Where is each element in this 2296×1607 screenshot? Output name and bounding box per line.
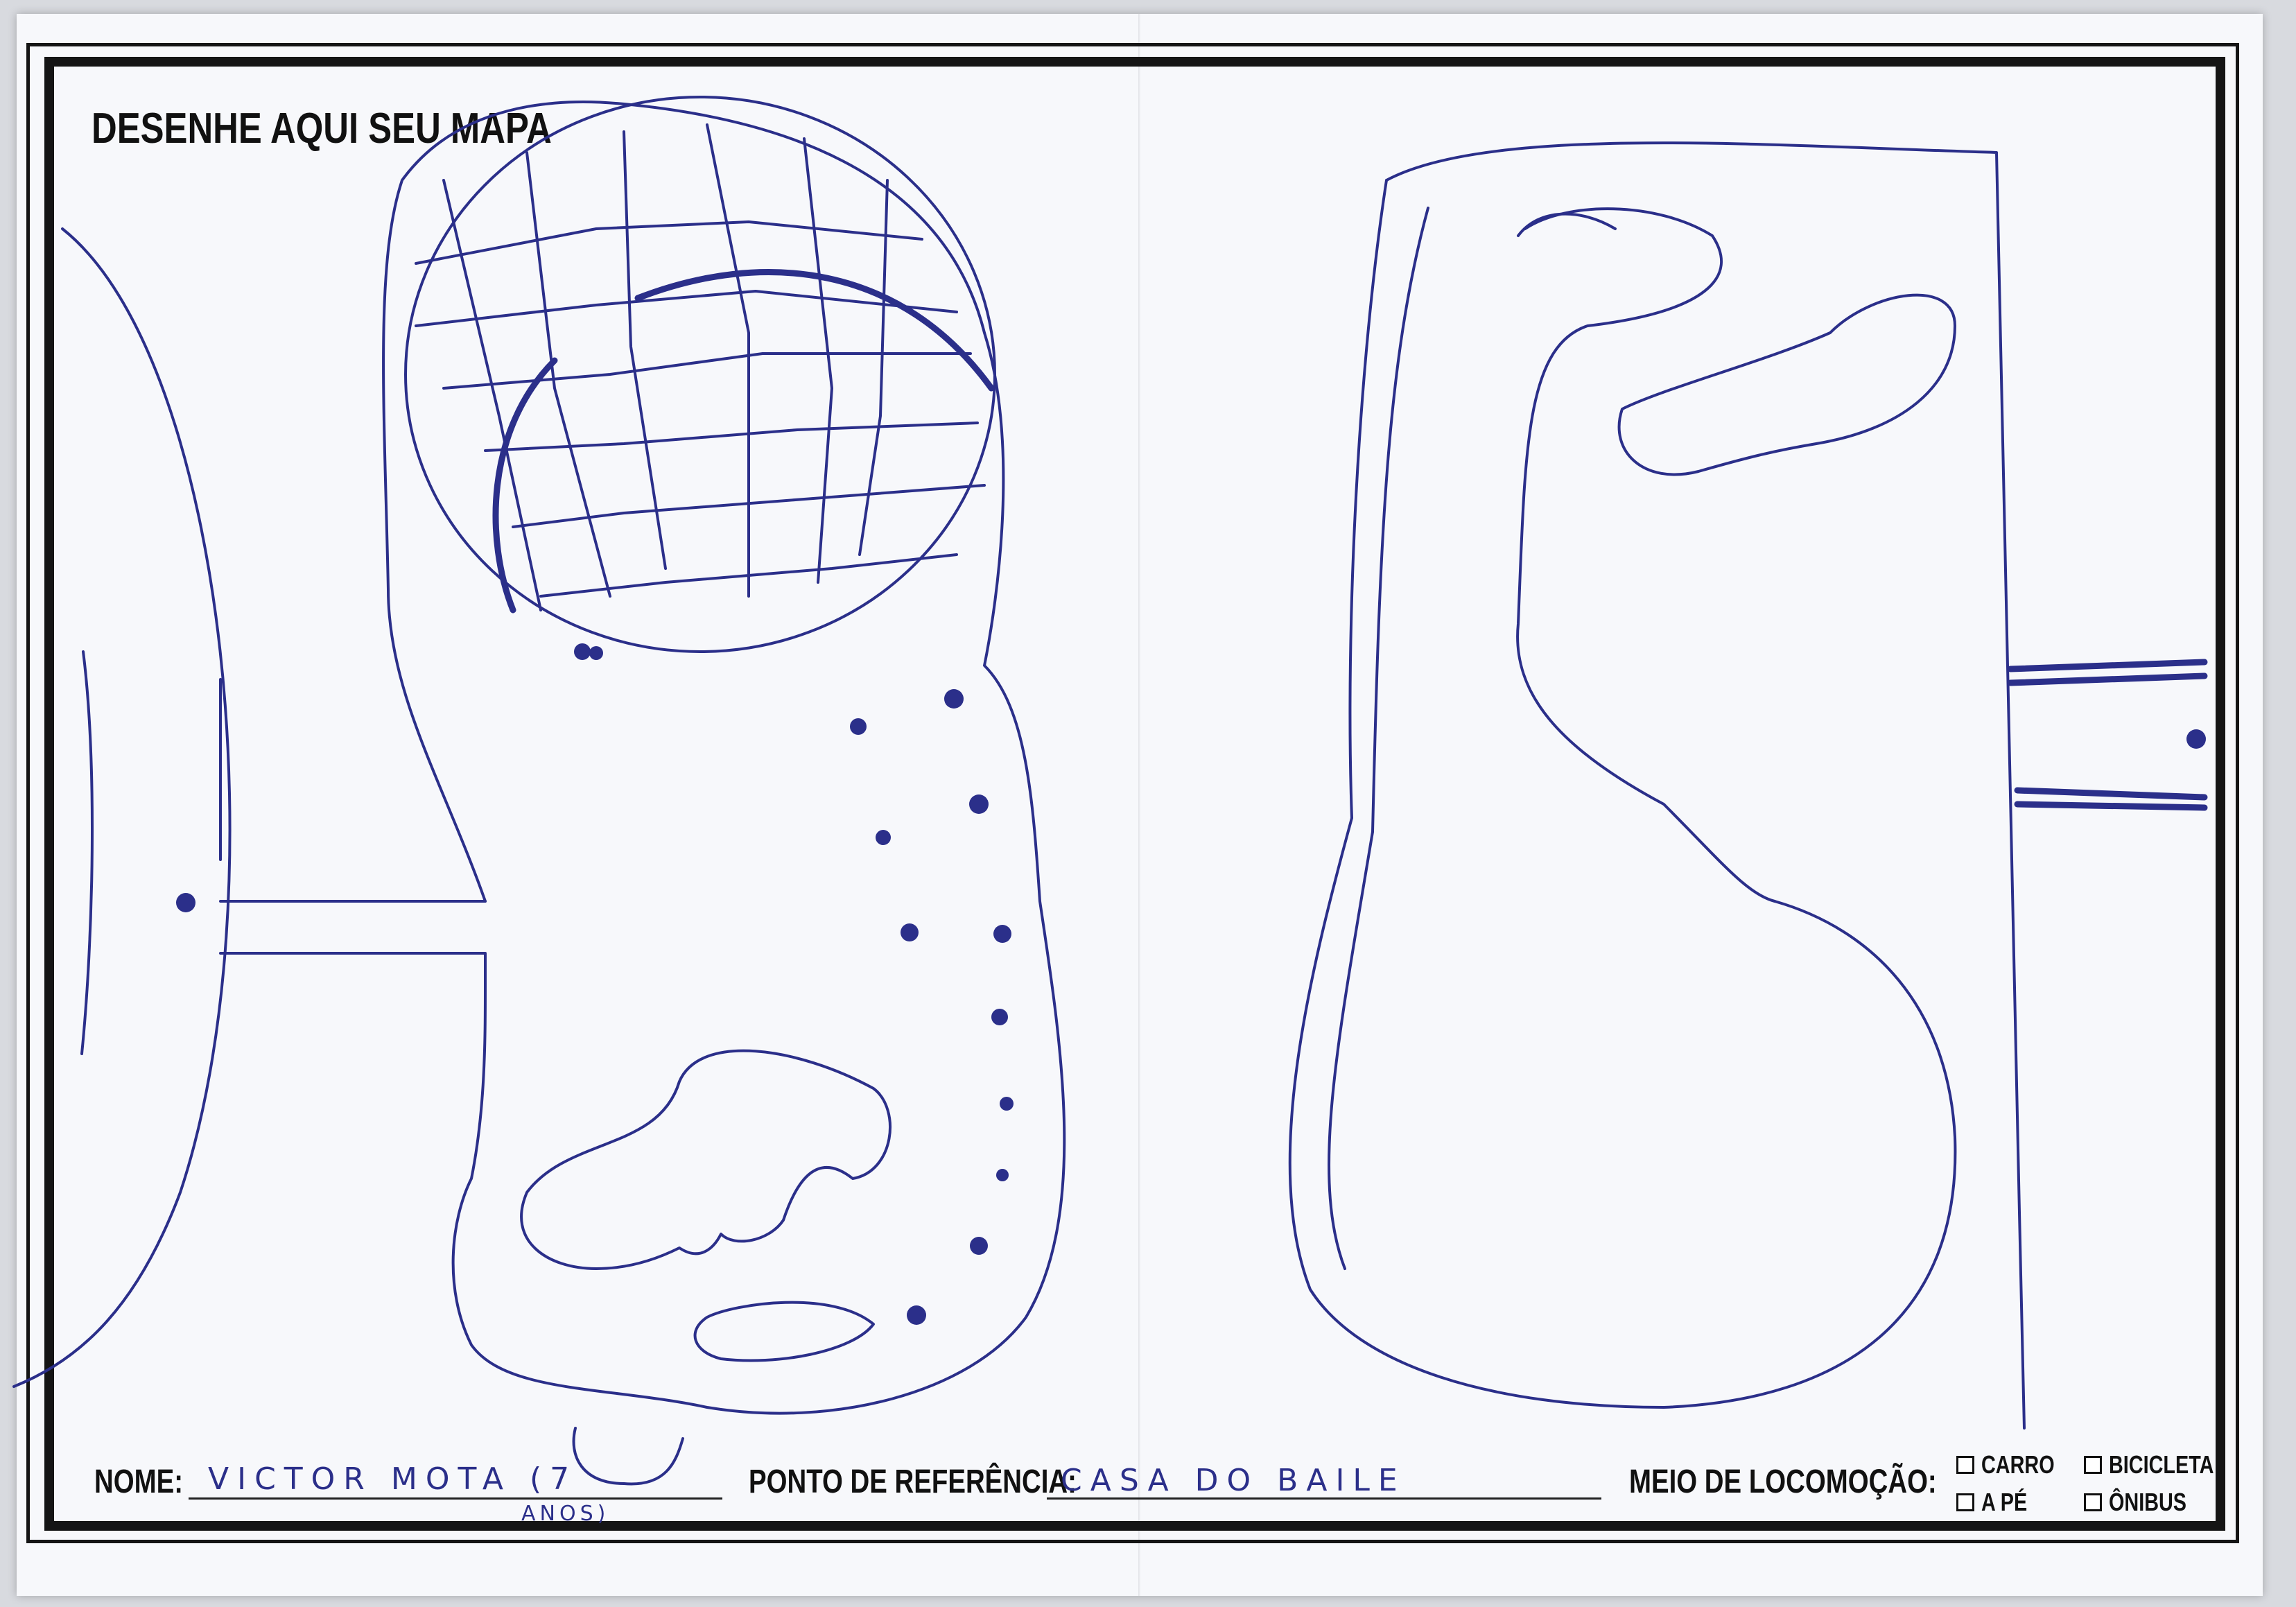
dome-oval	[404, 96, 996, 653]
frame-inner-border	[44, 57, 2225, 1531]
dome-dark-arc-left	[492, 357, 558, 614]
dot	[993, 925, 1011, 943]
paper-sheet	[17, 14, 2263, 1596]
dome-grid	[415, 123, 986, 611]
dome-dark-arc	[634, 269, 995, 392]
option-label: A PÉ	[1981, 1488, 2028, 1516]
dot	[970, 1237, 988, 1255]
name-value-continued: ANOS)	[521, 1502, 610, 1526]
page-title: DESENHE AQUI SEU MAPA	[92, 105, 552, 153]
right-bay	[1617, 293, 1956, 476]
road-marker-bottom	[2014, 787, 2208, 811]
lake-large	[520, 1049, 892, 1270]
dot	[969, 794, 989, 814]
dot	[996, 1169, 1009, 1181]
checkbox[interactable]	[2084, 1456, 2102, 1474]
checkbox[interactable]	[1956, 1456, 1974, 1474]
dot	[574, 643, 591, 660]
name-field-line[interactable]	[189, 1497, 722, 1500]
right-outline-outer	[1385, 141, 2026, 1430]
dot	[876, 830, 891, 845]
dot	[907, 1305, 926, 1325]
lake-small	[693, 1301, 875, 1362]
option-carro[interactable]: CARRO	[1956, 1450, 2073, 1479]
dot	[2186, 729, 2206, 749]
option-label: CARRO	[1981, 1450, 2055, 1479]
right-inner-shape	[1516, 207, 1776, 903]
main-outline	[382, 101, 1066, 1415]
dots-group	[176, 643, 2206, 1325]
paper-fold	[1138, 14, 1140, 1596]
reference-label: PONTO DE REFERÊNCIA:	[749, 1463, 1077, 1500]
road-bottom	[219, 952, 487, 986]
reference-field-line[interactable]	[1047, 1497, 1601, 1500]
road-marker-top	[2007, 659, 2208, 686]
reference-value: CASA DO BAILE	[1061, 1463, 1406, 1498]
name-value: VICTOR MOTA (7	[208, 1461, 578, 1497]
bottom-appendix	[572, 1427, 684, 1486]
transport-label: MEIO DE LOCOMOÇÃO:	[1629, 1463, 1937, 1500]
option-a-pe[interactable]: A PÉ	[1956, 1488, 2039, 1517]
dot	[850, 718, 867, 735]
dot	[991, 1009, 1008, 1025]
right-inner-curve	[1328, 207, 1429, 1270]
frame-outer-border	[26, 43, 2239, 1543]
right-outline-left	[1288, 179, 1957, 1409]
dot	[1000, 1097, 1014, 1111]
checkbox[interactable]	[2084, 1493, 2102, 1511]
option-label: BICICLETA	[2109, 1450, 2214, 1479]
dot	[176, 893, 195, 912]
option-bicicleta[interactable]: BICICLETA	[2084, 1450, 2240, 1479]
checkbox[interactable]	[1956, 1493, 1974, 1511]
left-arc	[12, 227, 232, 1388]
left-inner-arc	[80, 650, 94, 1055]
right-hook	[1517, 212, 1617, 237]
dot	[589, 646, 603, 660]
dot	[901, 923, 919, 941]
option-onibus[interactable]: ÔNIBUS	[2084, 1488, 2206, 1517]
name-label: NOME:	[94, 1463, 183, 1500]
dot	[944, 689, 964, 709]
option-label: ÔNIBUS	[2109, 1488, 2187, 1516]
